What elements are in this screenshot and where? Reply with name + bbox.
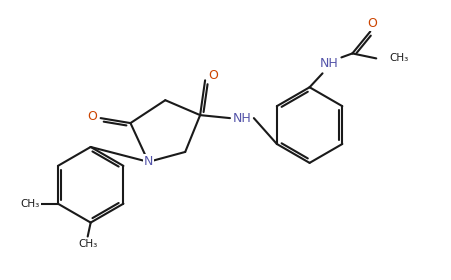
Text: O: O <box>367 17 377 30</box>
Text: NH: NH <box>232 112 251 125</box>
Text: N: N <box>143 155 153 168</box>
Text: CH₃: CH₃ <box>78 239 97 249</box>
Text: NH: NH <box>319 57 338 70</box>
Text: CH₃: CH₃ <box>20 199 40 209</box>
Text: O: O <box>207 69 217 82</box>
Text: O: O <box>87 109 97 123</box>
Text: CH₃: CH₃ <box>388 53 408 63</box>
